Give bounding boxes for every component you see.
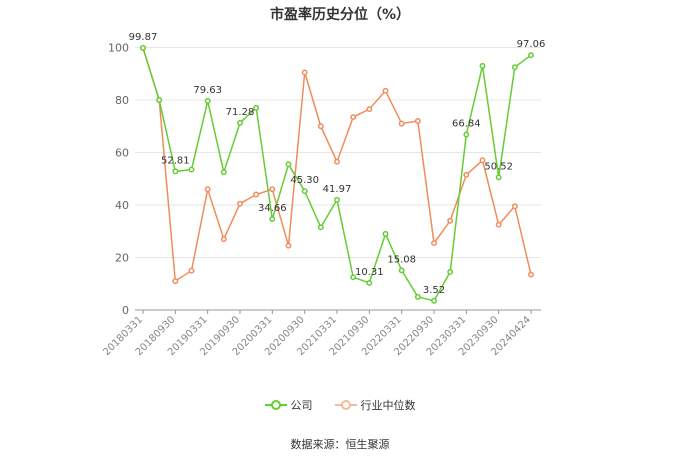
data-point[interactable] xyxy=(188,166,195,173)
series xyxy=(140,44,534,304)
data-point[interactable] xyxy=(220,169,227,176)
data-label: 71.28 xyxy=(226,107,255,118)
data-point[interactable] xyxy=(285,161,292,168)
data-point[interactable] xyxy=(431,297,437,304)
data-point[interactable] xyxy=(350,114,357,121)
data-point[interactable] xyxy=(237,119,243,126)
chart-title: 市盈率历史分位（%） xyxy=(269,7,411,23)
data-point[interactable] xyxy=(220,236,227,243)
data-point[interactable] xyxy=(511,64,518,71)
data-label: 52.81 xyxy=(161,155,190,166)
data-label: 50.52 xyxy=(484,161,513,172)
data-point[interactable] xyxy=(495,174,502,181)
data-point[interactable] xyxy=(528,52,534,59)
data-point[interactable] xyxy=(431,240,437,247)
data-point[interactable] xyxy=(511,203,518,210)
data-point[interactable] xyxy=(301,69,308,76)
data-point[interactable] xyxy=(253,104,260,111)
axes: 0204060801002018033120180930201903312019… xyxy=(101,42,541,358)
data-label: 97.06 xyxy=(517,39,546,50)
y-tick-label: 20 xyxy=(115,252,129,265)
data-point[interactable] xyxy=(366,106,373,113)
data-point[interactable] xyxy=(479,157,486,164)
data-point[interactable] xyxy=(350,274,357,281)
data-point[interactable] xyxy=(334,196,340,203)
data-label: 99.87 xyxy=(129,32,158,43)
data-label: 66.84 xyxy=(452,119,481,130)
legend-item-industry-median[interactable]: 行业中位数 xyxy=(334,397,416,413)
data-point[interactable] xyxy=(140,44,146,51)
data-point[interactable] xyxy=(172,278,179,285)
data-label: 79.63 xyxy=(193,85,222,96)
data-label: 34.66 xyxy=(258,203,287,214)
legend-label: 公司 xyxy=(290,399,313,412)
data-source: 数据来源：恒生聚源 xyxy=(290,438,390,451)
legend: 公司 行业中位数 xyxy=(0,397,680,413)
data-point[interactable] xyxy=(479,62,486,69)
y-tick-label: 40 xyxy=(115,199,129,212)
data-label: 45.30 xyxy=(290,175,319,186)
legend-label: 行业中位数 xyxy=(360,399,416,412)
data-point[interactable] xyxy=(382,87,389,94)
data-point[interactable] xyxy=(382,230,389,237)
data-point[interactable] xyxy=(447,268,454,275)
legend-line-icon xyxy=(264,400,287,410)
legend-item-company[interactable]: 公司 xyxy=(264,397,313,413)
data-point[interactable] xyxy=(269,186,276,193)
data-point[interactable] xyxy=(447,217,454,224)
legend-line-icon xyxy=(334,400,357,410)
data-point[interactable] xyxy=(528,271,534,278)
data-label: 10.31 xyxy=(355,267,384,278)
data-label: 15.08 xyxy=(387,254,416,265)
y-tick-label: 100 xyxy=(108,42,129,55)
data-label: 3.52 xyxy=(423,285,445,296)
y-tick-label: 80 xyxy=(115,94,129,107)
line-chart: 0204060801002018033120180930201903312019… xyxy=(101,32,546,358)
data-point[interactable] xyxy=(317,224,324,231)
data-labels: 99.87 52.81 79.63 71.28 34.66 45.30 41.97 10.31… xyxy=(129,32,546,296)
data-point[interactable] xyxy=(414,293,421,300)
data-point[interactable] xyxy=(334,158,340,165)
data-point[interactable] xyxy=(495,221,502,228)
data-point[interactable] xyxy=(188,267,195,274)
data-point[interactable] xyxy=(204,186,211,193)
data-point[interactable] xyxy=(414,118,421,124)
data-point[interactable] xyxy=(301,188,308,195)
data-point[interactable] xyxy=(463,131,470,138)
data-point[interactable] xyxy=(269,216,276,222)
data-point[interactable] xyxy=(285,242,292,249)
y-tick-label: 0 xyxy=(122,304,129,317)
data-point[interactable] xyxy=(172,168,179,175)
data-point[interactable] xyxy=(156,97,163,103)
data-point[interactable] xyxy=(463,171,470,178)
data-point[interactable] xyxy=(204,98,211,104)
data-point[interactable] xyxy=(398,267,405,274)
data-point[interactable] xyxy=(253,191,260,198)
data-label: 41.97 xyxy=(323,184,352,195)
data-point[interactable] xyxy=(317,123,324,130)
data-point[interactable] xyxy=(366,279,373,286)
data-point[interactable] xyxy=(398,120,405,127)
data-point[interactable] xyxy=(237,200,243,207)
y-tick-label: 60 xyxy=(115,147,129,160)
